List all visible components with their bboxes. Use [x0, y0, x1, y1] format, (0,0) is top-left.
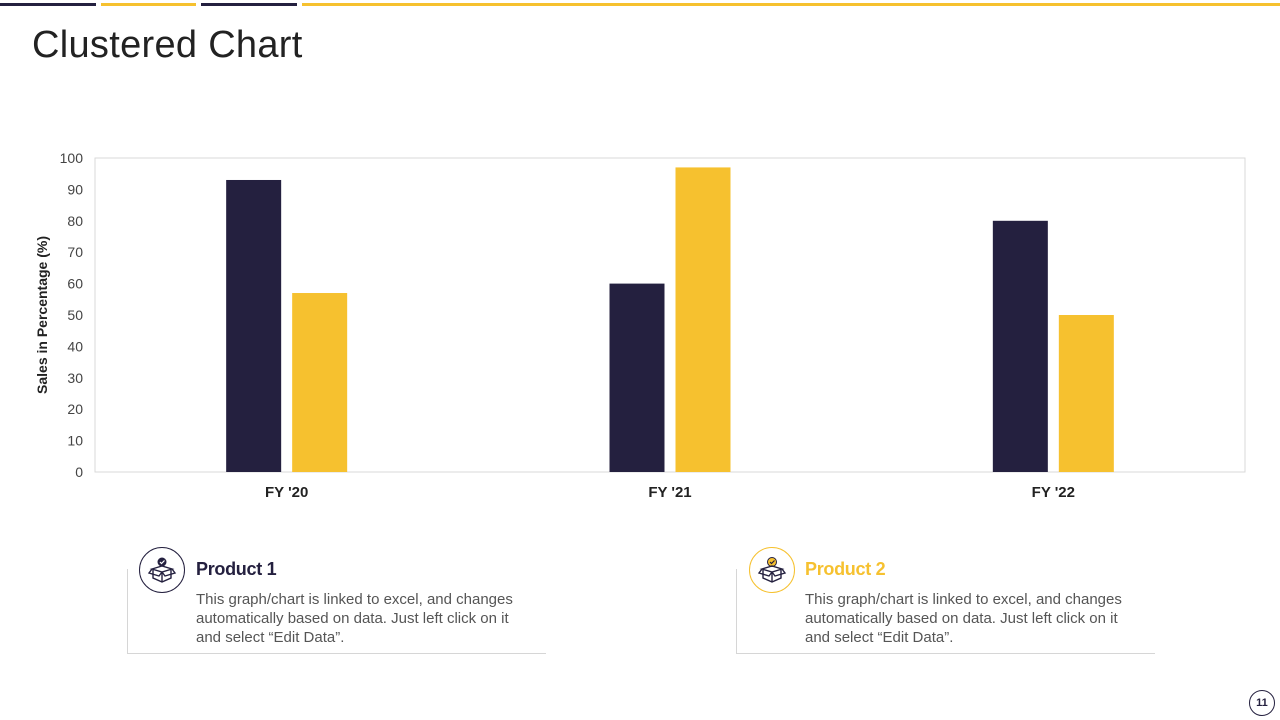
y-tick-label: 90	[67, 181, 83, 197]
y-tick-label: 30	[67, 370, 83, 386]
top-accent-bar-4	[302, 3, 1280, 6]
box-icon	[147, 557, 177, 583]
product-1-description: This graph/chart is linked to excel, and…	[196, 591, 513, 646]
slide-title: Clustered Chart	[32, 24, 303, 66]
product-2-icon-badge	[749, 547, 795, 593]
x-tick-label: FY '21	[648, 484, 691, 501]
top-accent-bar-3	[201, 3, 297, 6]
y-tick-label: 10	[67, 433, 83, 449]
bar-product-2	[1058, 315, 1114, 472]
y-axis-title: Sales in Percentage (%)	[34, 236, 50, 394]
y-tick-label: 50	[67, 307, 83, 323]
bar-product-2	[292, 293, 348, 472]
y-tick-label: 40	[67, 338, 83, 354]
y-tick-label: 80	[67, 213, 83, 229]
bar-product-1	[226, 179, 282, 473]
x-tick-label: FY '22	[1032, 484, 1075, 501]
bar-product-1	[992, 220, 1048, 472]
y-tick-label: 100	[60, 150, 84, 166]
product-2-title: Product 2	[805, 559, 886, 579]
clustered-bar-chart[interactable]: 0 10 20 30 40 50 60 70 80 90 100 Sales in Percentag…	[0, 0, 1280, 520]
product-1-card	[127, 569, 546, 654]
product-1-title: Product 1	[196, 559, 277, 579]
top-accent-bar-1	[0, 3, 96, 6]
y-tick-label: 20	[67, 401, 83, 417]
y-tick-label: 0	[75, 464, 83, 480]
y-tick-label: 70	[67, 244, 83, 260]
product-1-icon-badge	[139, 547, 185, 593]
box-check-icon	[757, 557, 787, 583]
plot-area-frame	[94, 157, 1246, 473]
top-accent-bar-2	[101, 3, 196, 6]
product-2-card	[736, 569, 1155, 654]
y-tick-label: 60	[67, 276, 83, 292]
bar-product-1	[609, 283, 665, 472]
bar-product-2	[675, 167, 731, 473]
page-number: 11	[1249, 690, 1275, 716]
x-tick-label: FY '20	[265, 484, 308, 501]
product-2-description: This graph/chart is linked to excel, and…	[805, 591, 1122, 646]
